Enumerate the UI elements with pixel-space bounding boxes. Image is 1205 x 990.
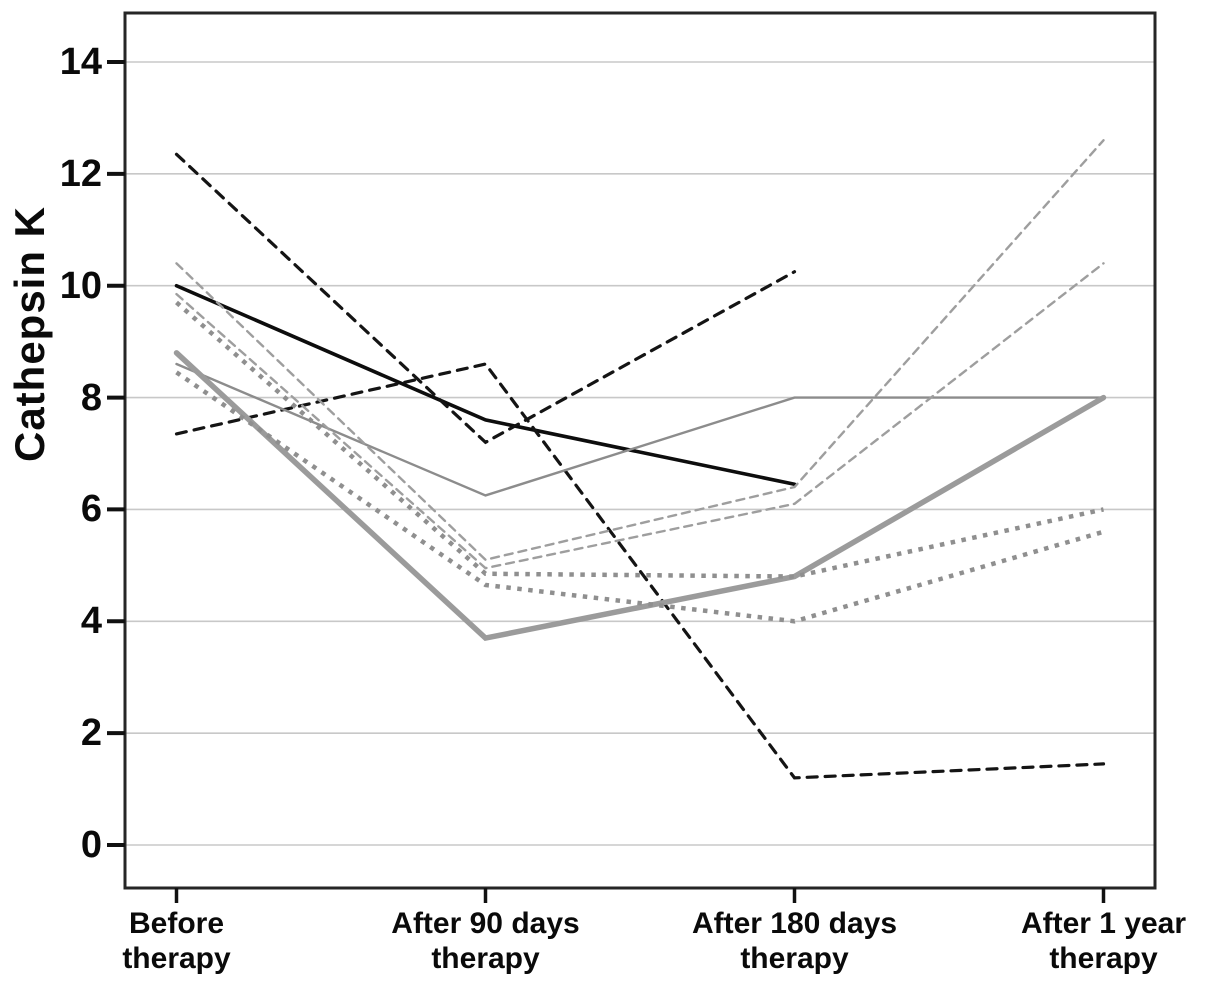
y-tick-label-2: 2 bbox=[80, 712, 102, 755]
x-axis-label-line: therapy bbox=[431, 942, 540, 975]
y-tick-label-0: 0 bbox=[80, 824, 102, 866]
patient-black-solid-line bbox=[174, 283, 797, 487]
patient-gray-dashed-2-line bbox=[175, 262, 1105, 570]
x-axis-label-line: After 1 year bbox=[1020, 907, 1187, 940]
x-axis-label-line: After 180 days bbox=[691, 907, 898, 940]
x-axis-label-line: therapy bbox=[1049, 942, 1158, 975]
x-axis-label-line: After 90 days bbox=[391, 907, 580, 940]
plot-frame bbox=[123, 11, 1157, 890]
patient-black-dashed-1-line bbox=[174, 152, 797, 445]
y-tick-label-4: 4 bbox=[80, 600, 102, 643]
y-tick-label-6: 6 bbox=[80, 488, 102, 531]
patient-gray-dotted-1-line bbox=[175, 300, 1104, 579]
patient-gray-dashed-1-line bbox=[175, 139, 1105, 562]
x-axis-label-0: Before therapy bbox=[47, 906, 307, 976]
patient-gray-solid-thin-line bbox=[175, 362, 1105, 497]
x-axis-label-1: After 90 days therapy bbox=[356, 906, 616, 976]
x-axis-label-2: After 180 days therapy bbox=[665, 906, 925, 976]
y-tick-label-12: 12 bbox=[59, 152, 102, 195]
y-tick-label-14: 14 bbox=[59, 41, 102, 83]
y-tick-label-8: 8 bbox=[80, 376, 102, 419]
patient-black-dashed-2-line bbox=[174, 362, 1106, 780]
y-tick-label-10: 10 bbox=[59, 264, 102, 307]
x-axis-label-line: therapy bbox=[740, 942, 849, 975]
patient-gray-dotted-2-line bbox=[175, 370, 1105, 624]
x-axis-label-line: Before bbox=[128, 907, 225, 940]
patient-gray-solid-thick-line bbox=[173, 350, 1107, 642]
x-axis-label-3: After 1 year therapy bbox=[974, 906, 1205, 976]
x-axis-label-line: therapy bbox=[122, 942, 231, 975]
